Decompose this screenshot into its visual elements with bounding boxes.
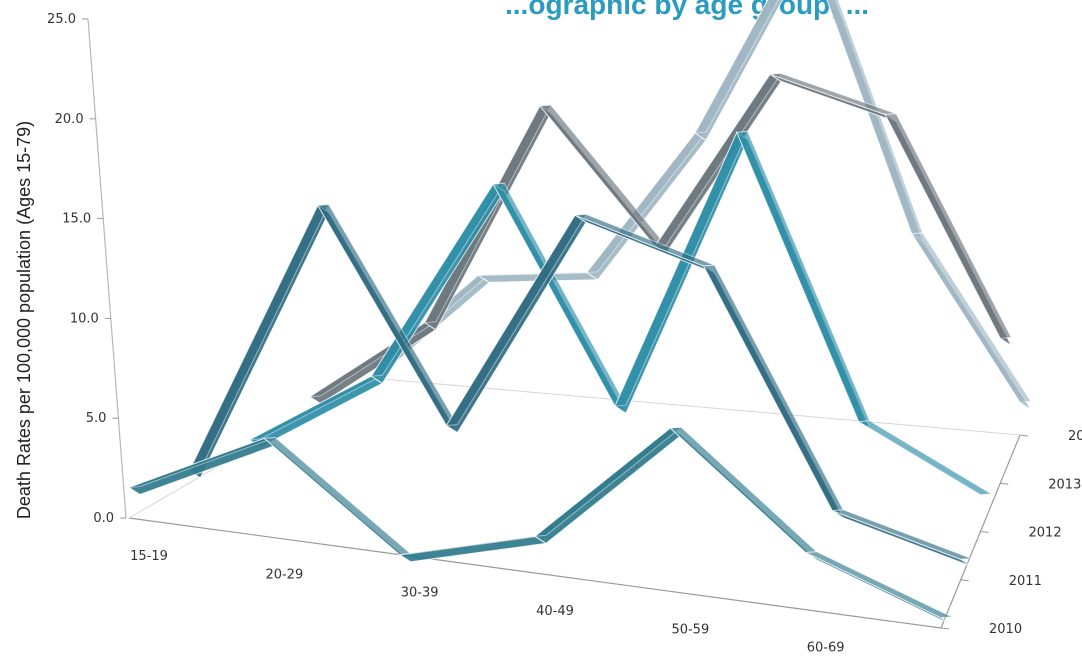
y-tick-label: 0.0 [93,511,114,526]
series-2011-segment-top [188,203,330,472]
y-axis-label: Death Rates per 100,000 population (Ages… [14,121,34,519]
y-tick-label: 5.0 [86,411,107,426]
series-2012-segment-top [249,374,383,441]
series-2014-segment-top [694,0,779,134]
depth-tick-mark [1019,434,1029,437]
y-tick-label: 15.0 [62,212,91,227]
series-2014-segment-top [910,232,1032,403]
depth-tick-label: 2014 [1068,429,1082,444]
chart-title: ...ographic by age group, ... [505,0,869,20]
series-2014-segment-top [826,0,924,235]
depth-tick-mark [940,627,950,630]
x-tick-label: 30-39 [401,586,439,601]
series-2012-segment-top [857,420,994,496]
series-2012-segment-top [736,130,871,423]
x-tick-label: 50-59 [671,622,709,637]
y-tick-label: 10.0 [70,311,99,326]
depth-tick-label: 2010 [989,622,1022,637]
series-2013-segment-top [884,113,1013,339]
series-layer [127,0,1032,626]
depth-tick-label: 2011 [1009,574,1042,589]
axes-layer: 0.0 5.0 10.0 15.0 20.0 25.0 15-19 20-29 30-39 40-… [47,12,1082,656]
y-tick-label: 25.0 [47,12,76,27]
depth-tick-mark [960,579,969,582]
series-2011-segment-top [832,509,972,560]
series-2010 [127,426,954,626]
series-2012-segment-top [492,182,627,407]
depth-tick-label: 2012 [1029,526,1062,541]
series-2010-segment-top [533,426,683,537]
depth-tick-label: 2013 [1048,477,1081,492]
x-tick-label: 20-29 [265,567,303,582]
series-2012 [248,130,994,503]
series-2012-segment-side [248,375,384,448]
x-tick-label: 40-49 [536,604,574,619]
series-2010-segment-top [669,426,818,554]
x-tick-label: 15-19 [130,549,168,564]
series-2010-segment-top [803,551,954,619]
depth-tick-mark [980,531,989,533]
y-tick-label: 20.0 [55,112,84,127]
depth-tick-mark [1000,482,1009,485]
y-axis-line [87,18,127,519]
series-2013-segment-top [769,72,897,116]
x-axis-front-line [128,517,942,629]
x-tick-label: 60-69 [807,641,845,656]
series-2010-segment-top [263,436,412,556]
series-2010-segment-side [398,535,548,563]
series-2011 [188,203,973,567]
